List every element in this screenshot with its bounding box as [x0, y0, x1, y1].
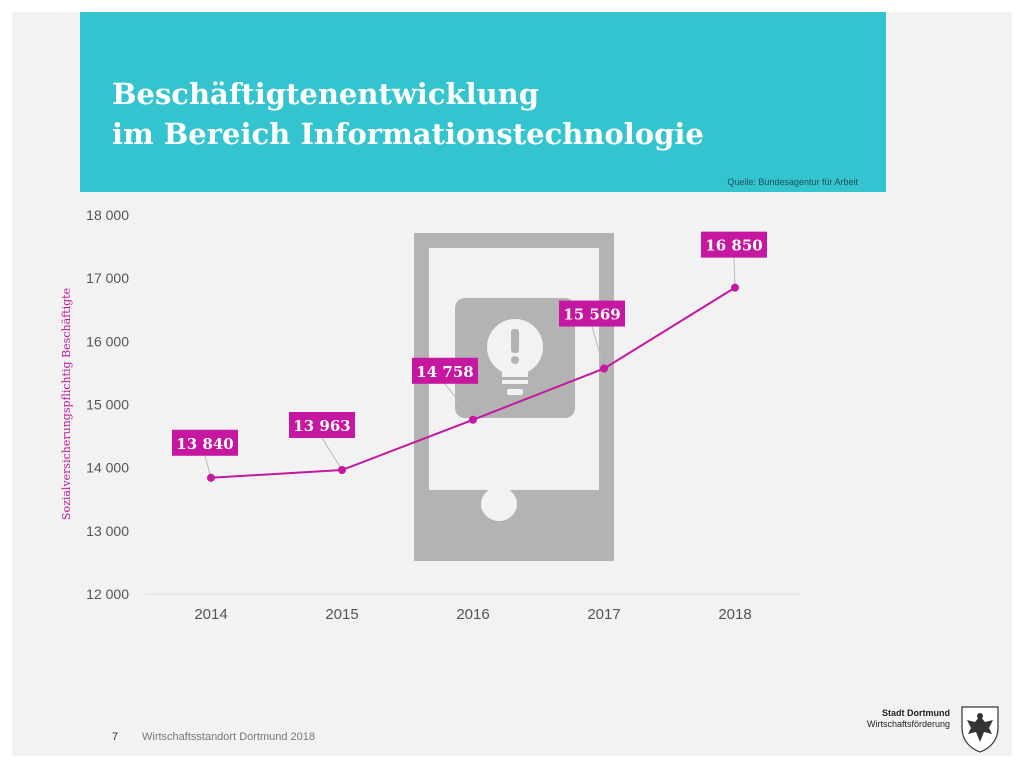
title-line-2: im Bereich Informationstechnologie	[112, 117, 704, 151]
data-point	[469, 415, 477, 424]
y-tick-label: 17 000	[86, 270, 129, 286]
y-tick-label: 15 000	[86, 397, 129, 413]
data-label: 14 758	[416, 363, 473, 381]
data-label-box	[701, 231, 767, 258]
x-tick-label: 2018	[718, 606, 751, 623]
data-label-box	[559, 300, 625, 327]
data-point	[600, 364, 608, 373]
y-tick-label: 18 000	[86, 207, 129, 223]
data-point	[207, 473, 215, 482]
city-logo: Stadt Dortmund Wirtschaftsförderung	[867, 702, 1008, 756]
y-axis-title: Sozialversicherungspflichtig Beschäftigt…	[60, 288, 73, 520]
y-tick-label: 16 000	[86, 333, 129, 349]
data-label: 16 850	[705, 237, 762, 255]
data-label-leader	[321, 437, 343, 471]
title-line-1: Beschäftigtenentwicklung	[112, 77, 540, 111]
y-tick-label: 12 000	[86, 586, 129, 602]
data-label-box	[172, 429, 238, 456]
logo-name: Stadt Dortmund	[882, 708, 950, 718]
data-label-leader	[591, 326, 605, 369]
smartphone-lightbulb-icon	[414, 233, 614, 561]
data-label-box	[289, 412, 355, 439]
x-tick-label: 2017	[587, 606, 620, 623]
data-label: 15 569	[563, 306, 620, 324]
x-tick-label: 2016	[456, 606, 489, 623]
footer-text: Wirtschaftsstandort Dortmund 2018	[142, 731, 316, 743]
source-note: Quelle: Bundesagentur für Arbeit	[727, 177, 858, 187]
data-point	[338, 466, 346, 475]
line-chart: 12 000 13 000 14 000 15 000 16 000 17 000 18 0…	[60, 207, 800, 623]
data-point	[731, 283, 739, 292]
header-banner	[80, 12, 886, 192]
data-label-leader	[444, 383, 474, 421]
slide: Beschäftigtenentwicklung im Bereich Info…	[12, 12, 1012, 756]
page-title: Beschäftigtenentwicklung im Bereich Info…	[112, 74, 704, 154]
data-label: 13 963	[293, 417, 350, 435]
eagle-crest-icon	[961, 706, 999, 753]
data-label-box	[412, 357, 478, 384]
data-label: 13 840	[176, 435, 233, 453]
data-label-leader	[733, 257, 736, 288]
page-number: 7	[112, 731, 119, 743]
x-tick-label: 2015	[325, 606, 358, 623]
logo-subtitle: Wirtschaftsförderung	[866, 719, 950, 729]
y-tick-label: 13 000	[86, 523, 129, 539]
y-tick-label: 14 000	[86, 460, 129, 476]
x-tick-label: 2014	[194, 606, 227, 623]
